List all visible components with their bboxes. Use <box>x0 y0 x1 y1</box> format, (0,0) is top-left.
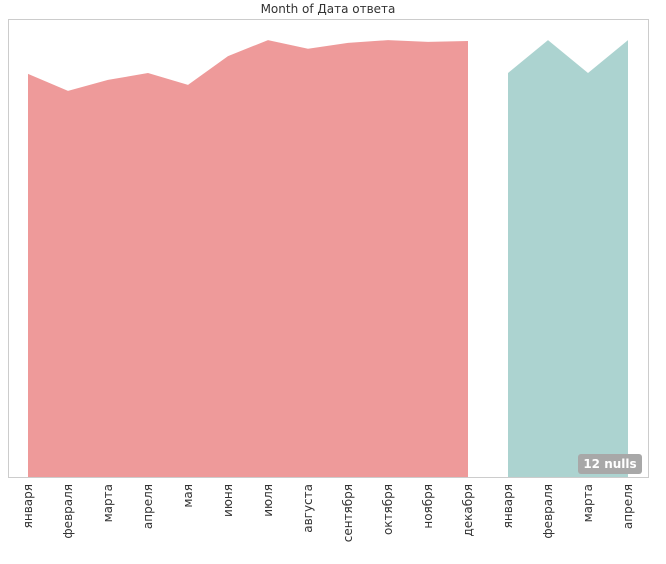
area <box>508 40 628 477</box>
x-tick-label: февраля <box>61 484 75 539</box>
chart-title: Month of Дата ответа <box>261 2 396 16</box>
nulls-label: 12 nulls <box>583 457 636 471</box>
x-tick-label: февраля <box>541 484 555 539</box>
x-tick-label: марта <box>101 484 115 522</box>
nulls-badge <box>578 454 642 474</box>
x-tick-label: апреля <box>621 484 635 529</box>
x-tick-label: декабря <box>461 484 475 537</box>
x-tick-label: марта <box>581 484 595 522</box>
x-tick-label: октября <box>381 484 395 535</box>
x-tick-label: июня <box>221 484 235 517</box>
x-tick-label: января <box>21 484 35 528</box>
plot-frame <box>8 19 649 478</box>
area <box>28 40 468 477</box>
x-tick-label: июля <box>261 484 275 517</box>
x-tick-label: мая <box>181 484 195 508</box>
x-tick-label: августа <box>301 484 315 533</box>
x-tick-label: сентября <box>341 484 355 542</box>
x-tick-label: января <box>501 484 515 528</box>
x-tick-label: ноября <box>421 484 435 529</box>
nulls-indicator[interactable]: 12 nulls <box>578 454 642 474</box>
x-tick-label: апреля <box>141 484 155 529</box>
